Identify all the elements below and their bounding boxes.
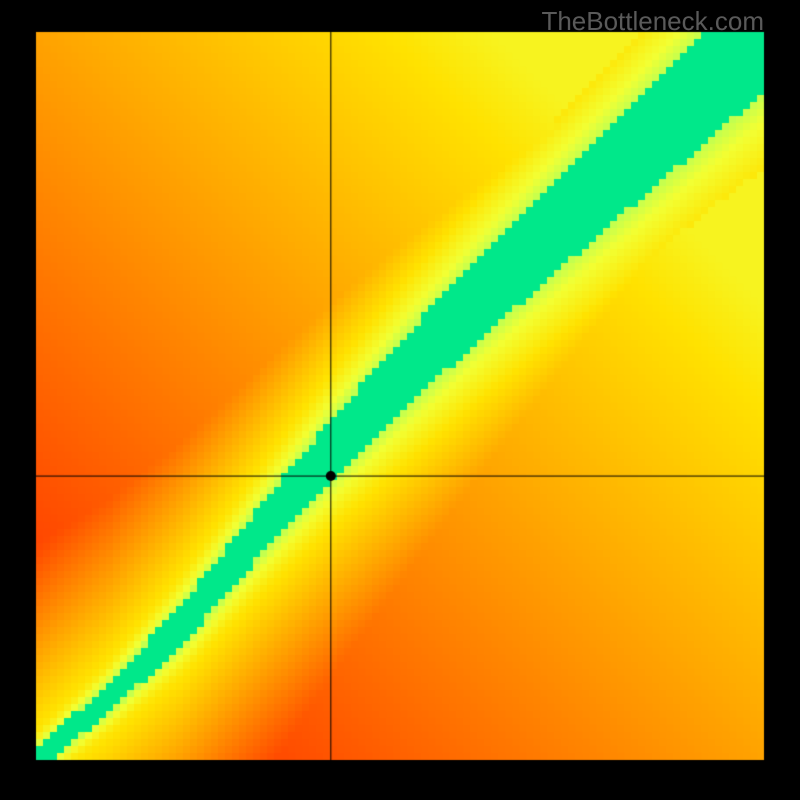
bottleneck-heatmap: [0, 0, 800, 800]
watermark-text: TheBottleneck.com: [541, 6, 764, 37]
